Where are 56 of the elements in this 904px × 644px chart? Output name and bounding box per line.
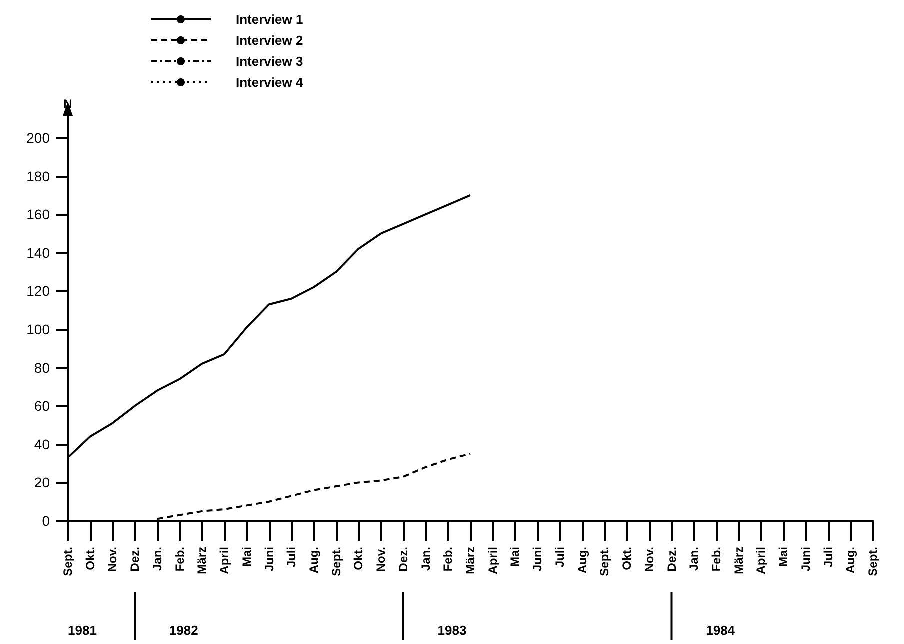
x-tick-label: Okt. [83,547,98,570]
legend-label: Interview 2 [236,33,304,48]
x-tick-label: Aug. [844,547,858,574]
x-tick-label: Sept. [61,547,75,576]
x-tick-label: Nov. [106,547,120,572]
x-tick-label: März [732,547,746,574]
x-tick-label: Mai [508,547,522,568]
y-tick-label: 200 [26,130,50,146]
x-tick-label: März [195,547,210,574]
y-tick-label: 120 [26,283,50,300]
x-tick-label: April [754,547,768,574]
y-tick-label: 180 [26,168,50,184]
y-tick-label: 20 [34,474,50,491]
x-tick-label: Jan. [418,547,433,572]
x-tick-label: Mai [240,547,254,568]
x-tick-label: Mai [776,547,791,568]
x-tick-label: Okt. [352,547,366,570]
y-tick-label: 140 [26,244,50,261]
x-tick-label: Nov. [642,547,656,572]
x-tick-label: Dez. [664,547,679,572]
y-tick-label: 160 [26,206,50,223]
x-tick-label: Aug. [575,547,590,574]
x-tick-label: Sept. [598,547,612,576]
legend-label: Interview 4 [236,75,304,90]
legend-label: Interview 1 [236,12,304,27]
x-tick-label: Dez. [128,547,142,572]
text: 1981 [68,623,97,638]
y-tick-label: 0 [42,513,50,529]
x-tick-label: Dez. [396,547,410,572]
x-tick-label: April [486,547,500,574]
y-tick-label: 60 [34,398,50,414]
x-tick-label: Sept. [866,547,880,576]
x-tick-label: Sept. [329,547,344,576]
y-tick-label: 80 [34,360,50,376]
legend-label: Interview 3 [236,54,304,69]
x-tick-label: März [464,547,478,574]
text: 1982 [169,623,198,638]
x-tick-label: Feb. [441,547,456,572]
x-tick-label: Juni [798,547,813,572]
text: 1983 [438,623,467,638]
y-tick-label: 40 [34,436,50,452]
x-tick-label: Aug. [306,547,321,574]
x-tick-label: Feb. [172,547,187,572]
x-tick-label: Juni [262,547,276,572]
x-tick-label: Okt. [620,547,634,570]
x-tick-label: Juli [821,547,836,568]
x-tick-label: Juli [284,547,299,568]
x-tick-label: Jan. [687,547,702,572]
x-tick-label: April [218,547,232,574]
y-tick-label: 100 [26,322,50,338]
x-tick-label: Juni [530,547,545,572]
x-tick-label: Jan. [150,547,164,572]
x-tick-label: Nov. [374,547,388,572]
x-tick-label: Feb. [709,547,724,572]
text: 1984 [706,623,736,638]
x-tick-label: Juli [552,547,567,568]
